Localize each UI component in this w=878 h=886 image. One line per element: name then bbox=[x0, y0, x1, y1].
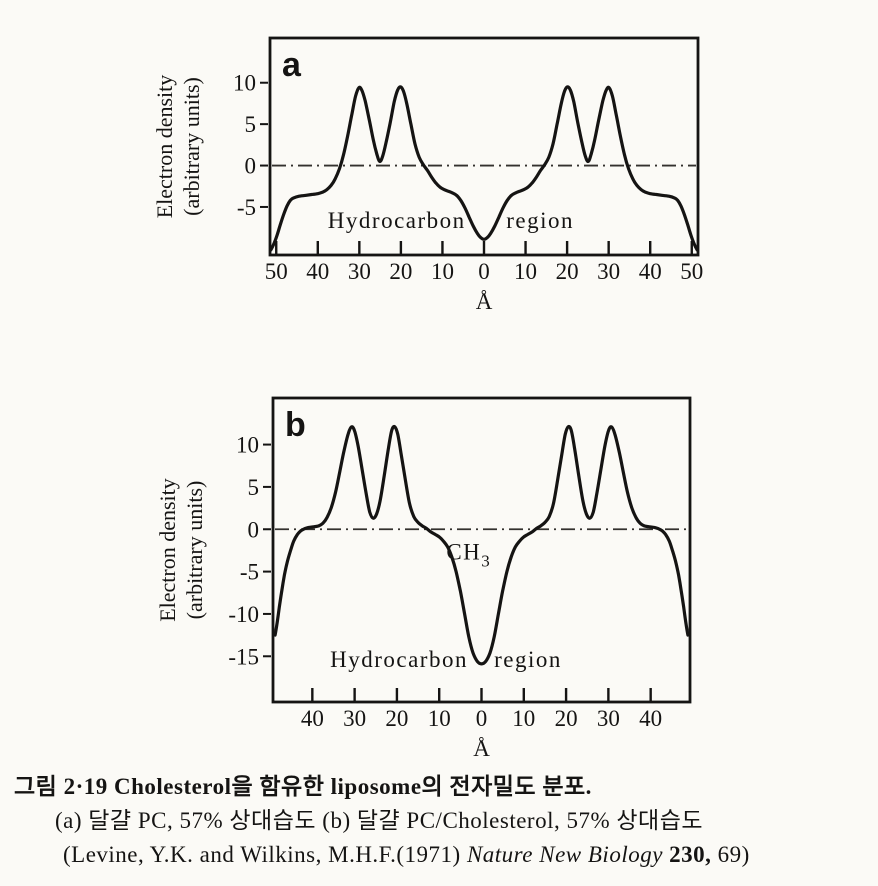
plot-border bbox=[271, 396, 692, 704]
y-tick-label: 10 bbox=[233, 71, 256, 96]
annotation-region: region bbox=[506, 208, 574, 233]
x-axis-title: Å bbox=[473, 736, 490, 761]
y-tick-label: 0 bbox=[248, 517, 260, 542]
annotation-region: region bbox=[494, 647, 562, 672]
y-tick-label: 0 bbox=[245, 154, 257, 179]
caption-title: 그림 2·19 Cholesterol을 함유한 liposome의 전자밀도 … bbox=[14, 774, 592, 799]
figure-caption: 그림 2·19 Cholesterol을 함유한 liposome의 전자밀도 … bbox=[0, 770, 878, 872]
x-tick-label: 40 bbox=[639, 259, 662, 284]
caption-subtitle: (a) 달걀 PC, 57% 상대습도 (b) 달걀 PC/Cholestero… bbox=[55, 808, 704, 833]
x-axis-title: Å bbox=[476, 289, 493, 314]
x-tick-label: 30 bbox=[343, 706, 366, 731]
y-axis-title: Electron density bbox=[155, 478, 180, 622]
density-curve bbox=[269, 85, 699, 252]
reference-journal: Nature New Biology bbox=[466, 842, 663, 867]
y-axis-title: (arbitrary units) bbox=[182, 481, 207, 620]
x-tick-label: 30 bbox=[597, 259, 620, 284]
density-curve bbox=[273, 424, 690, 666]
reference-authors: (Levine, Y.K. and Wilkins, M.H.F.(1971) bbox=[63, 842, 467, 867]
x-tick-label: 20 bbox=[556, 259, 579, 284]
y-axis-title: (arbitrary units) bbox=[179, 77, 204, 216]
panel-label: b bbox=[285, 406, 306, 444]
x-tick-label: 20 bbox=[555, 706, 578, 731]
caption-reference: (Levine, Y.K. and Wilkins, M.H.F.(1971) … bbox=[0, 838, 878, 872]
y-tick-label: 5 bbox=[248, 475, 260, 500]
reference-pages: 69) bbox=[711, 842, 750, 867]
y-tick-label: -5 bbox=[237, 195, 256, 220]
x-tick-label: 10 bbox=[512, 706, 535, 731]
x-tick-label: 50 bbox=[680, 259, 703, 284]
x-tick-label: 20 bbox=[389, 259, 412, 284]
x-tick-label: 40 bbox=[301, 706, 324, 731]
y-tick-label: -10 bbox=[228, 602, 259, 627]
x-tick-label: 30 bbox=[348, 259, 371, 284]
x-tick-label: 0 bbox=[476, 706, 488, 731]
reference-volume: 230, bbox=[662, 842, 712, 867]
x-tick-label: 10 bbox=[514, 259, 537, 284]
y-tick-label: -15 bbox=[228, 644, 259, 669]
y-axis-title: Electron density bbox=[152, 75, 177, 219]
x-tick-label: 40 bbox=[639, 706, 662, 731]
x-tick-label: 0 bbox=[478, 259, 490, 284]
panel-label: a bbox=[282, 46, 302, 84]
y-tick-label: 10 bbox=[236, 433, 259, 458]
annotation-hydrocarbon: Hydrocarbon bbox=[328, 208, 466, 233]
plot-border bbox=[268, 36, 700, 257]
y-tick-label: 5 bbox=[245, 112, 257, 137]
x-tick-label: 50 bbox=[265, 259, 288, 284]
x-tick-label: 10 bbox=[428, 706, 451, 731]
x-tick-label: 40 bbox=[306, 259, 329, 284]
annotation-hydrocarbon: Hydrocarbon bbox=[330, 647, 468, 672]
x-tick-label: 20 bbox=[385, 706, 408, 731]
y-tick-label: -5 bbox=[240, 560, 259, 585]
x-tick-label: 10 bbox=[431, 259, 454, 284]
chart-b: 40 30 20 10 0 10 20 30 40 Å 10 5 0 -5 -10 -15 Electron d… bbox=[155, 396, 692, 761]
x-tick-label: 30 bbox=[597, 706, 620, 731]
